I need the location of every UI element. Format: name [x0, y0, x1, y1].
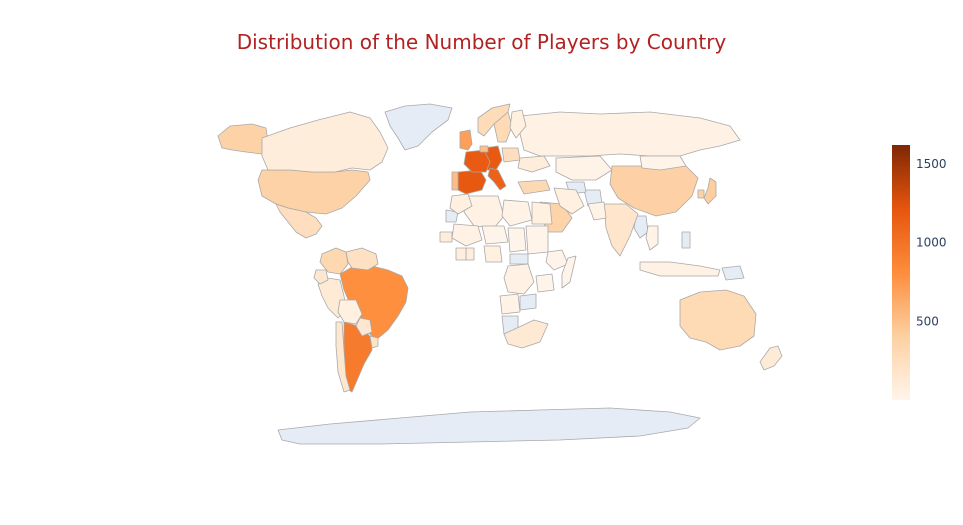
- country-canada: Canada: [261, 111, 389, 173]
- country-libya: Libya: [501, 199, 533, 227]
- country-central-african-republic: Central African Republic: [509, 253, 529, 265]
- country-nigeria: Nigeria: [483, 245, 503, 263]
- country-colombia: Colombia: [319, 247, 349, 275]
- country-turkey: Turkey: [517, 179, 551, 195]
- colorbar-gradient: [892, 145, 910, 400]
- country-australia: Australia: [679, 289, 757, 351]
- colorbar-ticks: 500 1000 1500: [916, 157, 947, 328]
- country-chad: Chad: [507, 227, 527, 253]
- country-morocco: Morocco: [449, 193, 473, 215]
- country-iran: Iran: [553, 187, 585, 215]
- country-poland: Poland: [501, 147, 521, 163]
- country-south-africa: South Africa: [503, 319, 549, 349]
- country-india: India: [603, 203, 639, 257]
- country-spain: Spain: [457, 169, 487, 195]
- country-alaska-usa: Alaska (USA): [217, 123, 269, 155]
- country-niger: Niger: [481, 225, 509, 245]
- country-angola: Angola: [499, 293, 521, 315]
- country-japan: Japan: [703, 177, 717, 205]
- chart-title: Distribution of the Number of Players by…: [236, 30, 727, 54]
- country-united-kingdom: United Kingdom: [459, 129, 473, 151]
- country-zambia: Zambia: [519, 293, 537, 311]
- country-egypt: Egypt: [531, 201, 553, 225]
- country-mali: Mali: [451, 223, 483, 247]
- colorbar-tick-label: 500: [916, 314, 939, 328]
- country-paraguay: Paraguay: [355, 317, 373, 337]
- country-ivory-coast: Ivory Coast: [455, 247, 467, 261]
- country-papua-new-guinea: Papua New Guinea: [721, 265, 745, 281]
- country-somalia: Somalia: [561, 255, 577, 289]
- country-indonesia: Indonesia: [639, 261, 721, 277]
- country-finland: Finland: [509, 109, 527, 139]
- country-chile: Chile: [335, 321, 351, 393]
- country-greenland: Greenland: [384, 103, 453, 151]
- country-tanzania: Tanzania: [535, 273, 555, 293]
- colorbar-tick-label: 1500: [916, 157, 947, 171]
- country-senegal: Senegal: [439, 231, 453, 243]
- country-norway: Norway: [477, 103, 511, 137]
- country-antarctica: Antarctica: [277, 407, 701, 445]
- country-uruguay: Uruguay: [369, 335, 379, 349]
- country-ukraine: Ukraine: [517, 155, 551, 173]
- country-netherlands: Netherlands: [479, 145, 489, 153]
- country-sudan: Sudan: [525, 225, 549, 255]
- colorbar-tick-label: 1000: [916, 236, 947, 250]
- country-ethiopia: Ethiopia: [545, 249, 569, 271]
- country-thailand: Thailand: [645, 225, 659, 251]
- country-ghana: Ghana: [465, 247, 475, 261]
- country-kazakhstan: Kazakhstan: [555, 155, 613, 181]
- country-dr-congo: DR Congo: [503, 263, 535, 295]
- country-philippines: Philippines: [681, 231, 691, 249]
- country-ecuador: Ecuador: [313, 269, 329, 285]
- country-pakistan: Pakistan: [587, 201, 607, 221]
- country-mongolia: Mongolia: [639, 155, 687, 171]
- country-myanmar: Myanmar: [633, 215, 649, 239]
- country-mexico: Mexico: [275, 203, 323, 239]
- country-venezuela: Venezuela: [345, 247, 379, 271]
- country-new-zealand: New Zealand: [759, 345, 783, 371]
- country-united-states: United States: [257, 169, 371, 215]
- country-south-korea: South Korea: [697, 189, 705, 199]
- countries-layer: GreenlandAntarcticaWestern SaharaAfghani…: [217, 103, 783, 445]
- country-italy: Italy: [487, 167, 507, 191]
- country-russia: Russia: [519, 111, 741, 157]
- colorbar: 500 1000 1500: [892, 145, 947, 400]
- country-portugal: Portugal: [451, 171, 459, 191]
- country-bolivia: Bolivia: [337, 299, 363, 325]
